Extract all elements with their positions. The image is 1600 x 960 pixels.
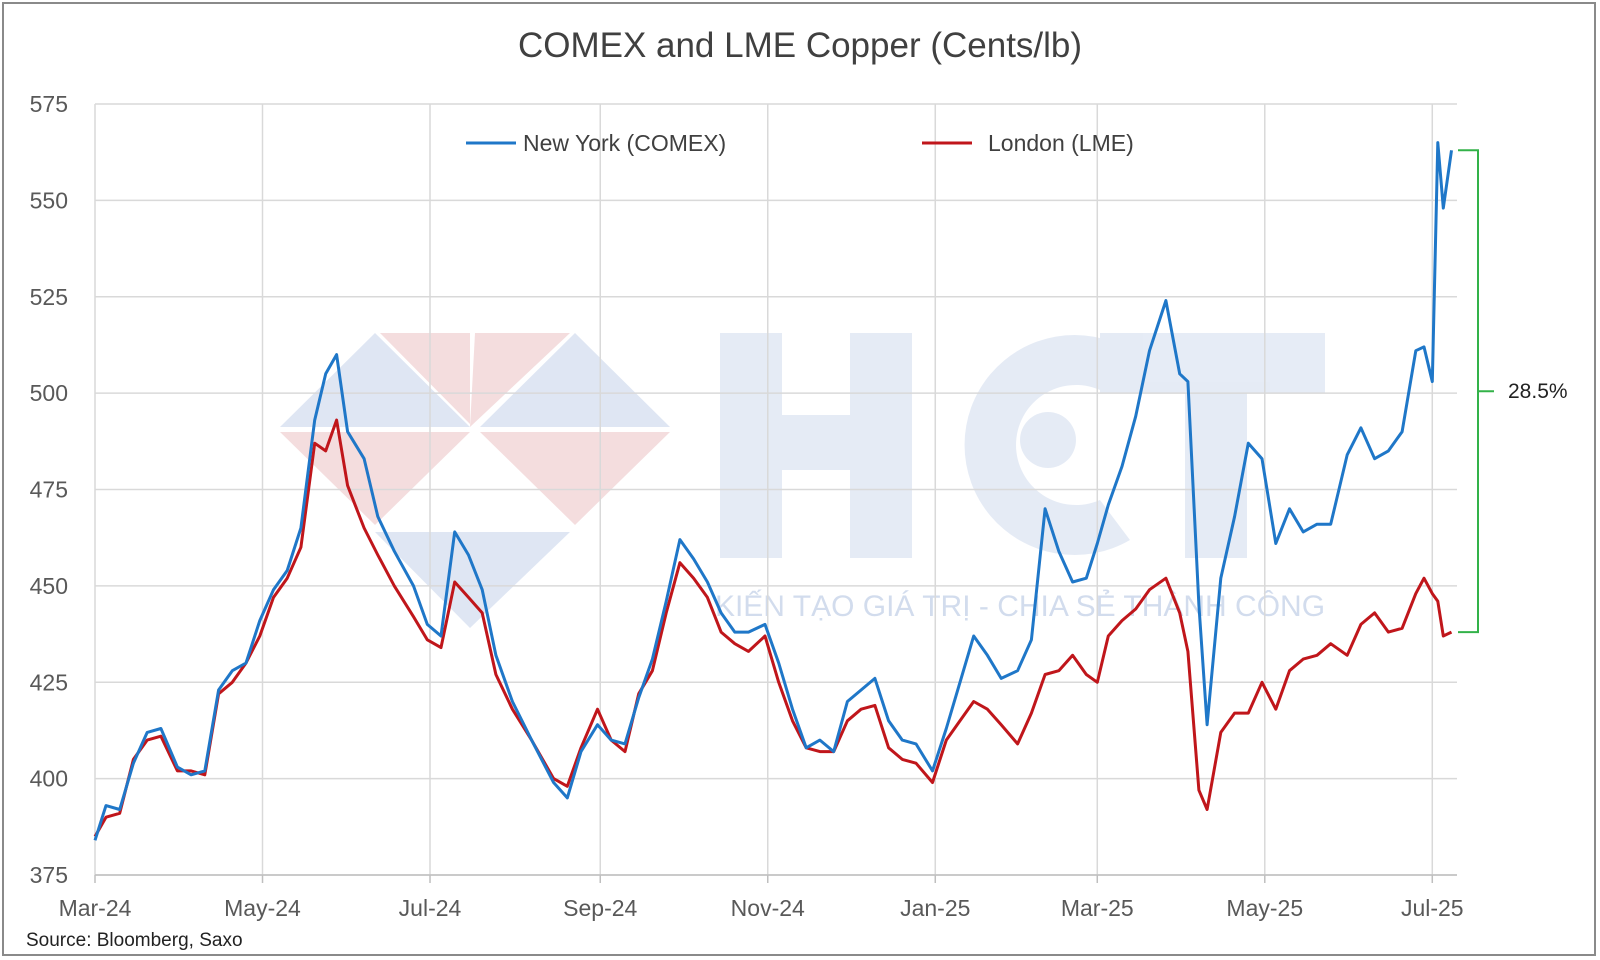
x-tick-label: May-25 bbox=[1226, 895, 1303, 921]
watermark-letter-shape bbox=[850, 333, 912, 558]
watermark-tagline: KIẾN TẠO GIÁ TRỊ - CHIA SẺ THÀNH CÔNG bbox=[715, 589, 1325, 623]
x-tick-label: Jan-25 bbox=[900, 895, 970, 921]
y-tick-label: 475 bbox=[30, 477, 68, 503]
x-tick-label: Sep-24 bbox=[563, 895, 637, 921]
watermark-letter-shape bbox=[1100, 333, 1325, 393]
watermark-diamond-shape bbox=[375, 532, 570, 628]
y-tick-label: 375 bbox=[30, 862, 68, 888]
watermark-diamond-shape bbox=[480, 333, 670, 427]
spread-label: 28.5% bbox=[1508, 380, 1568, 403]
y-tick-label: 575 bbox=[30, 91, 68, 117]
series-layer bbox=[93, 141, 1453, 841]
chart-title: COMEX and LME Copper (Cents/lb) bbox=[517, 26, 1083, 65]
y-tick-label: 500 bbox=[30, 380, 68, 406]
watermark-letter-shape bbox=[720, 333, 782, 558]
gridlines bbox=[94, 103, 1457, 876]
watermark-diamond-shape bbox=[470, 333, 570, 427]
watermark-diamond-shape bbox=[280, 333, 470, 427]
legend: New York (COMEX) London (LME) bbox=[466, 130, 1134, 156]
watermark-letter-shape bbox=[1020, 412, 1076, 468]
x-tick-label: Mar-25 bbox=[1061, 895, 1134, 921]
y-tick-label: 450 bbox=[30, 573, 68, 599]
x-tick-label: Jul-25 bbox=[1401, 895, 1464, 921]
x-axis-ticks: Mar-24 May-24 Jul-24 Sep-24 Nov-24 Jan-25 Mar-… bbox=[59, 874, 1464, 921]
y-tick-label: 400 bbox=[30, 766, 68, 792]
y-tick-label: 550 bbox=[30, 187, 68, 213]
y-axis-ticks: 375 400 425 450 475 500 525 550 575 bbox=[30, 91, 68, 888]
series-line-comex bbox=[93, 141, 1453, 841]
x-tick-label: Nov-24 bbox=[731, 895, 805, 921]
spread-annotation: 28.5% bbox=[1458, 149, 1568, 634]
x-tick-label: May-24 bbox=[224, 895, 301, 921]
watermark-diamond-shape bbox=[280, 432, 470, 525]
spread-bracket bbox=[1458, 149, 1494, 634]
legend-label-comex: New York (COMEX) bbox=[523, 130, 726, 156]
legend-label-lme: London (LME) bbox=[988, 130, 1134, 156]
watermark-diamond-shape bbox=[480, 432, 670, 525]
y-tick-label: 425 bbox=[30, 669, 68, 695]
watermark-letter-shape bbox=[964, 334, 1130, 555]
y-tick-label: 525 bbox=[30, 284, 68, 310]
watermark-logo: KIẾN TẠO GIÁ TRỊ - CHIA SẺ THÀNH CÔNG bbox=[280, 333, 1325, 628]
watermark-diamond-shape bbox=[380, 333, 470, 424]
watermark-letter-shape bbox=[782, 415, 850, 470]
x-tick-label: Jul-24 bbox=[399, 895, 462, 921]
x-tick-label: Mar-24 bbox=[59, 895, 132, 921]
source-note: Source: Bloomberg, Saxo bbox=[26, 930, 243, 951]
